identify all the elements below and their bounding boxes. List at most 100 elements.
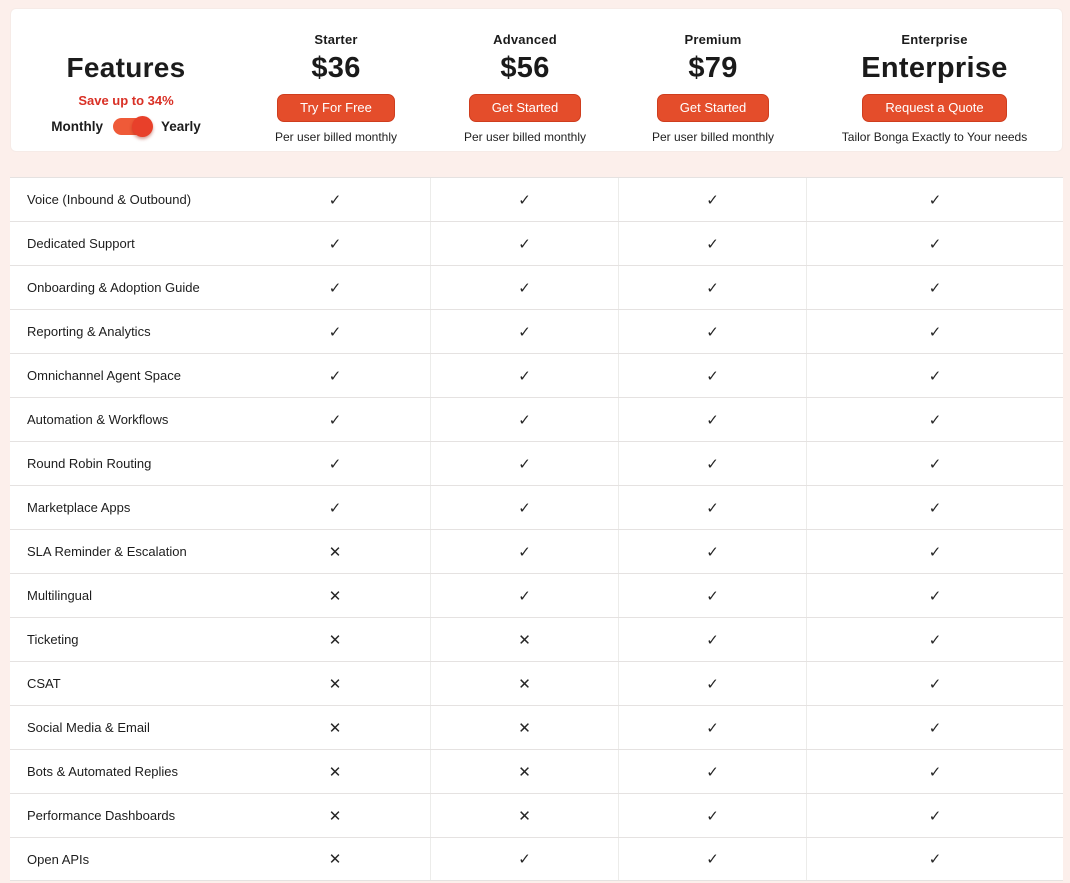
- cell-premium: ✓: [618, 354, 806, 397]
- plan-billing-note: Per user billed monthly: [274, 129, 398, 144]
- cell-starter: ✕: [328, 763, 342, 781]
- cell-premium: ✓: [618, 486, 806, 529]
- features-block: Features Save up to 34% Monthly Yearly: [11, 42, 241, 137]
- cell-premium: ✓: [618, 310, 806, 353]
- cell-advanced: ✓: [430, 266, 618, 309]
- cell-advanced: ✕: [430, 706, 618, 749]
- cell-starter: ✓: [328, 367, 342, 385]
- monthly-label: Monthly: [51, 118, 103, 134]
- feature-label: SLA Reminder & Escalation: [27, 544, 187, 559]
- cell-enterprise: ✓: [806, 530, 1063, 573]
- cell-enterprise: ✓: [806, 486, 1063, 529]
- cell-advanced: ✕: [430, 618, 618, 661]
- cell-premium: ✓: [618, 838, 806, 880]
- billing-toggle-switch[interactable]: [112, 115, 153, 137]
- cell-premium: ✓: [618, 618, 806, 661]
- cell-advanced: ✓: [430, 838, 618, 880]
- feature-table-row: Reporting & Analytics ✓ ✓ ✓ ✓: [10, 309, 1063, 353]
- feature-table-row: SLA Reminder & Escalation ✕ ✓ ✓ ✓: [10, 529, 1063, 573]
- cell-enterprise: ✓: [806, 794, 1063, 837]
- cell-advanced: ✓: [430, 486, 618, 529]
- cell-enterprise: ✓: [806, 222, 1063, 265]
- save-discount-note: Save up to 34%: [78, 92, 174, 108]
- cell-premium: ✓: [618, 662, 806, 705]
- cell-enterprise: ✓: [806, 618, 1063, 661]
- feature-table-row: Open APIs ✕ ✓ ✓ ✓: [10, 837, 1063, 881]
- plan-name: Starter: [314, 32, 358, 48]
- plan-price: $79: [688, 52, 738, 85]
- feature-label: Ticketing: [27, 632, 79, 647]
- cell-advanced: ✕: [430, 794, 618, 837]
- cell-premium: ✓: [618, 442, 806, 485]
- feature-label: Round Robin Routing: [27, 456, 152, 471]
- cell-starter: ✕: [328, 675, 342, 693]
- features-title: Features: [66, 51, 186, 83]
- feature-table-row: Voice (Inbound & Outbound) ✓ ✓ ✓ ✓: [10, 177, 1063, 221]
- enterprise-cta-button[interactable]: Request a Quote: [862, 94, 1007, 122]
- cell-starter: ✕: [328, 631, 342, 649]
- cell-enterprise: ✓: [806, 706, 1063, 749]
- cell-advanced: ✓: [430, 354, 618, 397]
- feature-table-row: Social Media & Email ✕ ✕ ✓ ✓: [10, 705, 1063, 749]
- toggle-knob-icon: [131, 115, 153, 137]
- feature-label: Dedicated Support: [27, 236, 135, 251]
- plan-billing-note: Tailor Bonga Exactly to Your needs: [841, 129, 1028, 144]
- cell-premium: ✓: [618, 222, 806, 265]
- plan-billing-note: Per user billed monthly: [651, 129, 775, 144]
- feature-label: Multilingual: [27, 588, 93, 603]
- premium-cta-button[interactable]: Get Started: [656, 94, 770, 122]
- cell-advanced: ✓: [430, 178, 618, 221]
- feature-table-row: Dedicated Support ✓ ✓ ✓ ✓: [10, 221, 1063, 265]
- cell-advanced: ✓: [430, 574, 618, 617]
- cell-premium: ✓: [618, 178, 806, 221]
- cell-enterprise: ✓: [806, 750, 1063, 793]
- feature-table-row: Marketplace Apps ✓ ✓ ✓ ✓: [10, 485, 1063, 529]
- feature-table-row: Round Robin Routing ✓ ✓ ✓ ✓: [10, 441, 1063, 485]
- plan-head-premium: Premium $79 Get Started Per user billed …: [619, 32, 807, 143]
- feature-table-row: Omnichannel Agent Space ✓ ✓ ✓ ✓: [10, 353, 1063, 397]
- yearly-label: Yearly: [160, 118, 201, 134]
- plan-name: Premium: [684, 32, 742, 48]
- starter-cta-button[interactable]: Try For Free: [277, 94, 395, 122]
- cell-enterprise: ✓: [806, 354, 1063, 397]
- feature-table-row: Performance Dashboards ✕ ✕ ✓ ✓: [10, 793, 1063, 837]
- feature-comparison-table: Voice (Inbound & Outbound) ✓ ✓ ✓ ✓ Dedic…: [10, 177, 1063, 881]
- cell-starter: ✓: [328, 279, 342, 297]
- cell-enterprise: ✓: [806, 442, 1063, 485]
- plan-name: Advanced: [493, 32, 557, 48]
- pricing-header-card: Features Save up to 34% Monthly Yearly S…: [10, 8, 1063, 152]
- feature-label: Onboarding & Adoption Guide: [27, 280, 200, 295]
- cell-starter: ✓: [328, 191, 342, 209]
- cell-enterprise: ✓: [806, 398, 1063, 441]
- plan-price: $36: [311, 52, 361, 85]
- feature-label: Bots & Automated Replies: [27, 764, 179, 779]
- plan-name: Enterprise: [901, 32, 968, 48]
- feature-label: Reporting & Analytics: [27, 324, 151, 339]
- cell-advanced: ✓: [430, 222, 618, 265]
- cell-starter: ✓: [328, 455, 342, 473]
- cell-premium: ✓: [618, 794, 806, 837]
- feature-label: Automation & Workflows: [27, 412, 169, 427]
- advanced-cta-button[interactable]: Get Started: [468, 94, 582, 122]
- feature-label: Omnichannel Agent Space: [27, 368, 181, 383]
- cell-starter: ✓: [328, 499, 342, 517]
- cell-enterprise: ✓: [806, 266, 1063, 309]
- plan-billing-note: Per user billed monthly: [463, 129, 587, 144]
- cell-advanced: ✓: [430, 398, 618, 441]
- cell-starter: ✓: [328, 411, 342, 429]
- feature-table-row: Bots & Automated Replies ✕ ✕ ✓ ✓: [10, 749, 1063, 793]
- feature-label: Social Media & Email: [27, 720, 150, 735]
- plan-head-advanced: Advanced $56 Get Started Per user billed…: [431, 32, 619, 143]
- cell-advanced: ✕: [430, 662, 618, 705]
- feature-table-row: Multilingual ✕ ✓ ✓ ✓: [10, 573, 1063, 617]
- cell-starter: ✓: [328, 323, 342, 341]
- cell-advanced: ✓: [430, 530, 618, 573]
- plan-head-starter: Starter $36 Try For Free Per user billed…: [241, 32, 431, 143]
- cell-enterprise: ✓: [806, 662, 1063, 705]
- cell-starter: ✕: [328, 543, 342, 561]
- feature-label: CSAT: [27, 676, 61, 691]
- cell-premium: ✓: [618, 750, 806, 793]
- plan-price: Enterprise: [861, 52, 1008, 85]
- feature-table-row: CSAT ✕ ✕ ✓ ✓: [10, 661, 1063, 705]
- feature-table-row: Automation & Workflows ✓ ✓ ✓ ✓: [10, 397, 1063, 441]
